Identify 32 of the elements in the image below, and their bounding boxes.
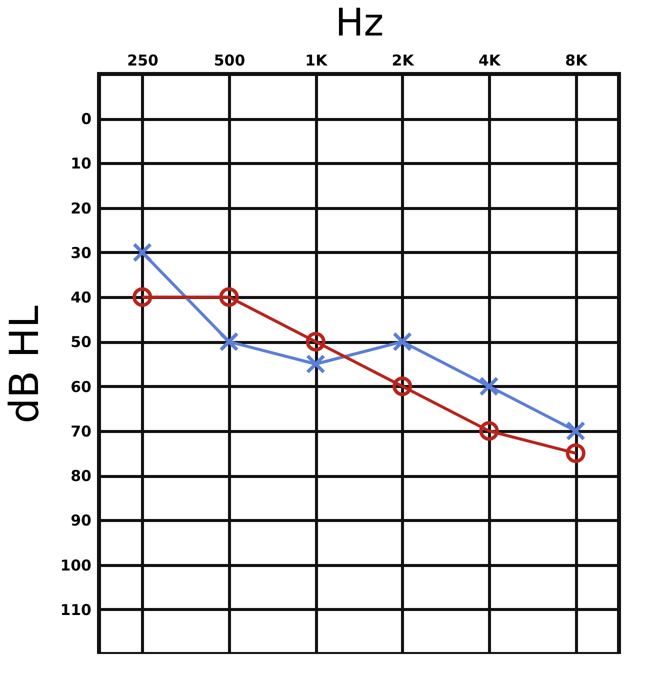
y-tick-label: 80	[70, 467, 92, 486]
x-tick-label: 2K	[392, 52, 416, 70]
x-tick-label: 8K	[565, 52, 589, 70]
point	[219, 287, 239, 307]
y-tick-label: 20	[70, 199, 92, 218]
point	[566, 443, 586, 464]
y-tick-label: 0	[81, 110, 92, 128]
y-tick-label: 30	[70, 244, 92, 262]
point	[479, 376, 499, 396]
point	[566, 421, 586, 441]
x-tick-label: 4K	[478, 52, 502, 70]
x-tick-label: 250	[127, 52, 158, 70]
y-tick-label: 50	[70, 333, 92, 352]
point	[132, 287, 152, 307]
y-tick-label: 40	[70, 288, 92, 307]
y-tick-label: 70	[70, 422, 92, 440]
point	[392, 376, 412, 396]
point	[219, 332, 239, 352]
y-tick-label: 110	[60, 600, 92, 619]
x-tick-label: 1K	[305, 52, 329, 70]
y-tick-label: 10	[70, 154, 92, 173]
point	[306, 332, 326, 352]
x-tick-label: 500	[214, 52, 246, 70]
y-tick-label: 90	[70, 512, 92, 530]
y-tick-label: 100	[60, 556, 92, 574]
y-axis-title: dB HL	[2, 304, 48, 424]
y-tick-label: 60	[70, 378, 92, 396]
x-axis-title: Hz	[335, 0, 384, 44]
point	[392, 332, 412, 352]
point	[306, 354, 326, 374]
point	[479, 421, 499, 441]
point	[132, 242, 152, 262]
